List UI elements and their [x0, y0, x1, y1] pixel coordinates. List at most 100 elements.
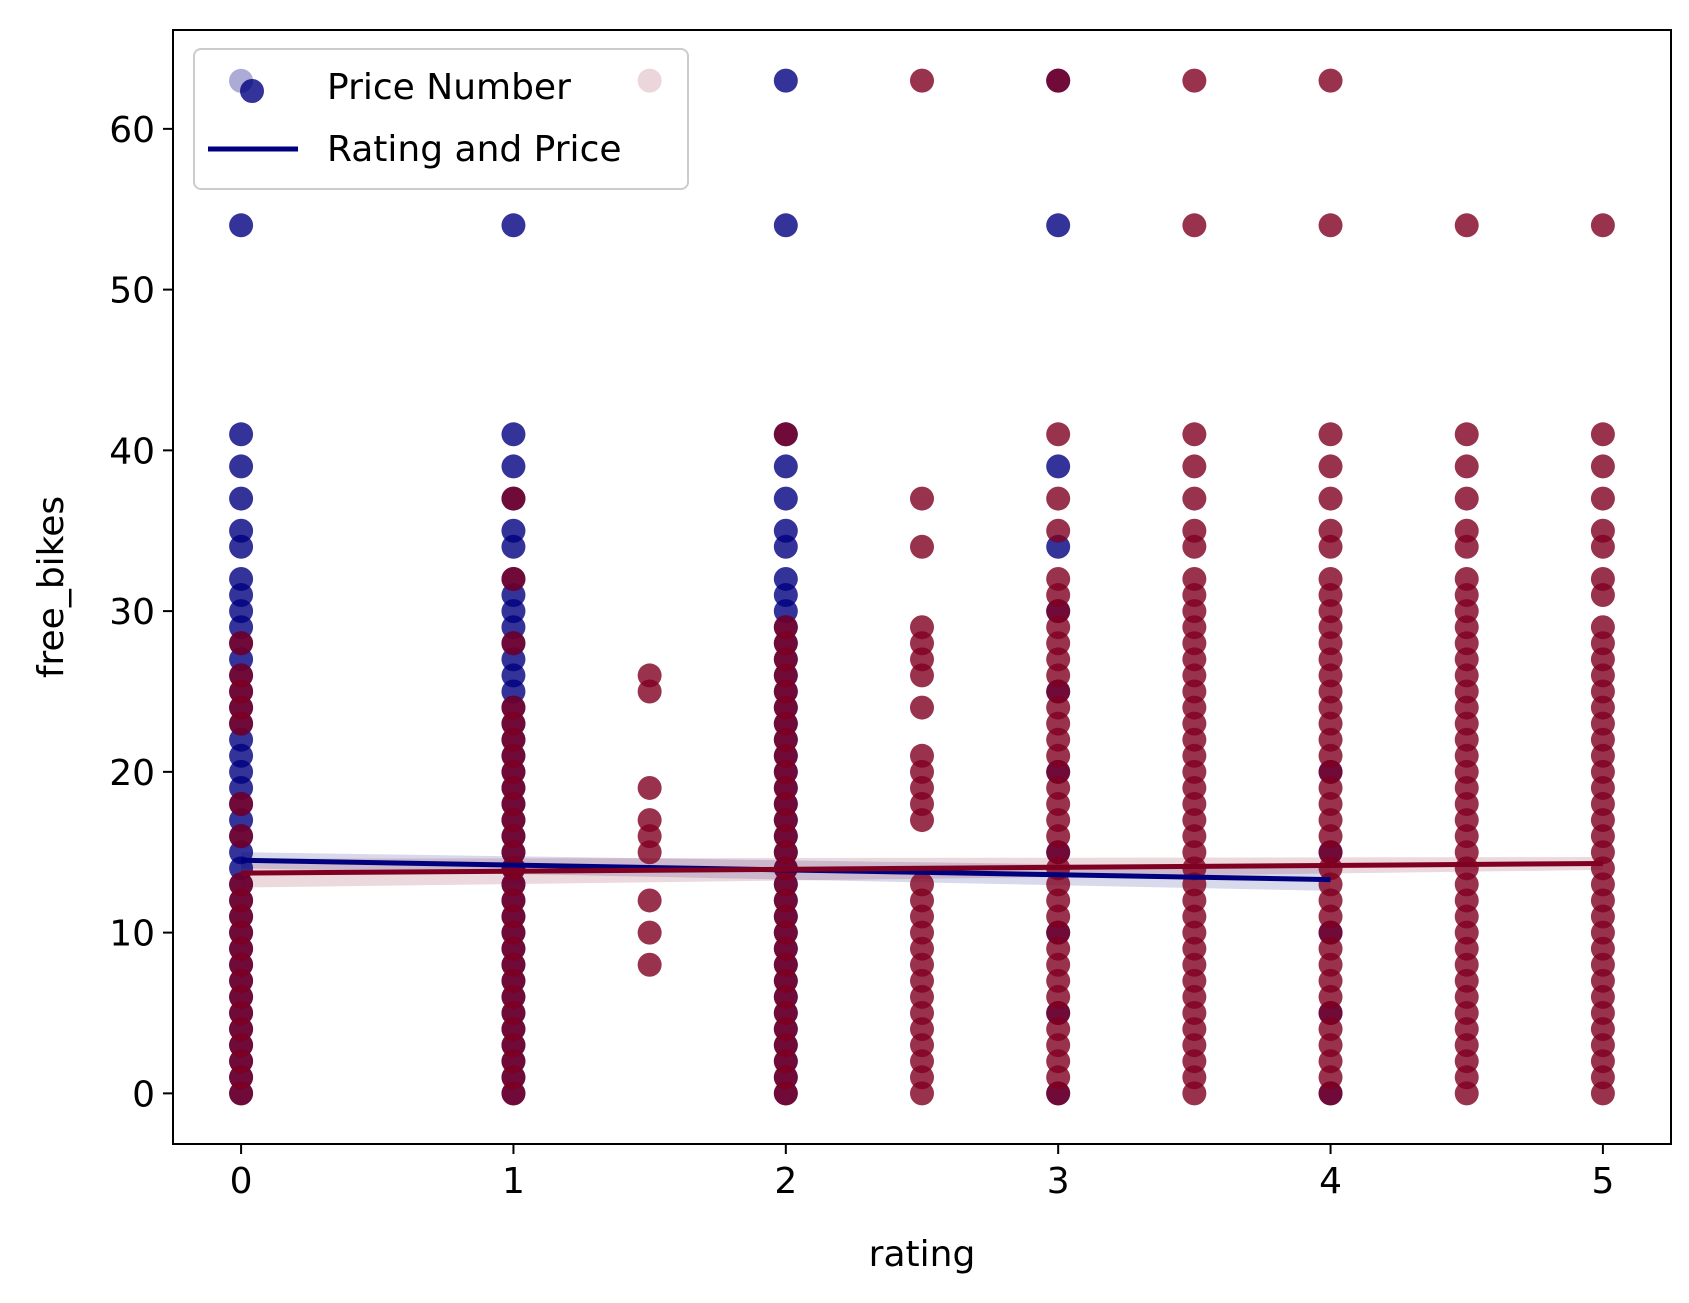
data-point: [1046, 68, 1071, 93]
y-tick-label: 30: [109, 592, 155, 633]
x-tick-label: 3: [1047, 1161, 1070, 1202]
data-point: [773, 68, 798, 93]
data-point: [1590, 518, 1615, 543]
data-point: [1318, 68, 1343, 93]
y-tick-label: 20: [109, 753, 155, 794]
y-tick-label: 40: [109, 431, 155, 472]
legend-scatter-marker: [240, 79, 264, 103]
y-tick-label: 10: [109, 914, 155, 955]
data-point: [229, 486, 254, 511]
data-point: [1590, 213, 1615, 238]
data-point: [1590, 615, 1615, 640]
y-tick-label: 60: [109, 110, 155, 151]
x-tick-label: 5: [1591, 1161, 1614, 1202]
data-point: [1318, 213, 1343, 238]
data-point: [1046, 454, 1071, 479]
data-point: [501, 695, 526, 720]
data-point: [229, 824, 254, 849]
data-point: [1590, 454, 1615, 479]
data-point: [1590, 486, 1615, 511]
data-point: [910, 615, 934, 640]
data-point: [910, 743, 934, 768]
y-tick-label: 50: [109, 271, 155, 312]
legend-label-rating-and-price: Rating and Price: [327, 129, 622, 170]
x-tick-label: 1: [502, 1161, 525, 1202]
data-point: [1590, 566, 1615, 591]
data-point: [501, 422, 526, 447]
data-point: [637, 952, 662, 977]
data-point: [1318, 422, 1343, 447]
x-axis-label: rating: [869, 1234, 976, 1275]
data-point: [229, 631, 254, 656]
data-point: [637, 663, 662, 688]
x-tick-label: 2: [774, 1161, 797, 1202]
x-axis: 0 1 2 3 4 5: [230, 1144, 1614, 1202]
data-point: [229, 518, 254, 543]
data-point: [1454, 566, 1479, 591]
data-point: [501, 486, 526, 511]
data-point: [1454, 422, 1479, 447]
data-point: [501, 566, 526, 591]
data-point: [1590, 422, 1615, 447]
data-point: [1454, 454, 1479, 479]
data-point: [229, 422, 254, 447]
legend-label-price-number: Price Number: [327, 67, 571, 108]
data-point: [1182, 518, 1207, 543]
data-point: [773, 615, 798, 640]
data-point: [1182, 486, 1207, 511]
data-point: [501, 631, 526, 656]
data-point: [773, 566, 798, 591]
data-point: [637, 808, 662, 833]
data-point: [1318, 518, 1343, 543]
data-point: [1182, 213, 1207, 238]
data-point: [1454, 518, 1479, 543]
legend: Price Number Rating and Price: [193, 48, 689, 190]
data-point: [637, 775, 662, 800]
data-point: [1182, 566, 1207, 591]
data-point: [1318, 566, 1343, 591]
data-point: [637, 888, 662, 913]
data-point: [229, 454, 254, 479]
data-point: [229, 872, 254, 897]
data-point: [1182, 454, 1207, 479]
data-point: [773, 454, 798, 479]
data-point: [1182, 68, 1207, 93]
data-point: [910, 534, 934, 559]
data-point: [229, 213, 254, 238]
data-point: [1046, 518, 1071, 543]
plot-frame: [172, 29, 1672, 1145]
x-tick-label: 4: [1319, 1161, 1342, 1202]
data-point: [910, 695, 934, 720]
y-axis: 0 10 20 30 40 50 60: [109, 110, 173, 1115]
data-point: [501, 454, 526, 479]
y-tick-label: 0: [132, 1074, 155, 1115]
data-point: [229, 792, 254, 817]
data-point: [1182, 422, 1207, 447]
y-axis-label: free_bikes: [31, 496, 72, 678]
data-point: [1318, 454, 1343, 479]
data-point: [773, 422, 798, 447]
data-point: [501, 213, 526, 238]
data-point: [1454, 213, 1479, 238]
data-point: [773, 213, 798, 238]
data-point: [1318, 486, 1343, 511]
data-point: [1046, 486, 1071, 511]
data-point: [773, 518, 798, 543]
legend-box: [193, 48, 689, 190]
data-point: [1454, 486, 1479, 511]
data-point: [773, 486, 798, 511]
regression-lines: [241, 857, 1603, 883]
data-point: [910, 872, 934, 897]
data-point: [910, 68, 934, 93]
data-point: [229, 566, 254, 591]
regression-line: [241, 860, 1603, 876]
data-point: [1046, 566, 1071, 591]
x-tick-label: 0: [230, 1161, 253, 1202]
data-point: [501, 518, 526, 543]
data-point: [229, 663, 254, 688]
data-point: [1046, 213, 1071, 238]
data-point: [1046, 422, 1071, 447]
data-point: [637, 920, 662, 945]
